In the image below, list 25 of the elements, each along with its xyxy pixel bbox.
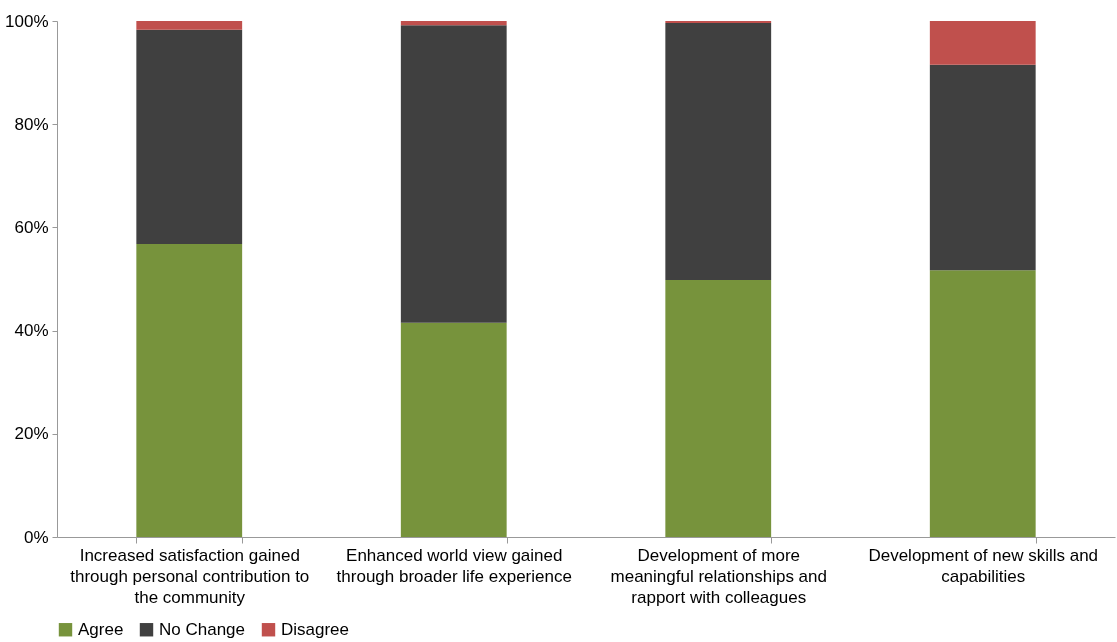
y-tick-label: 0% xyxy=(23,527,49,547)
bar xyxy=(929,21,1036,65)
bar xyxy=(665,280,772,537)
y-tick-label: 60% xyxy=(14,217,49,237)
bar xyxy=(400,322,507,537)
x-tick-label: Development of new skills and capabilities xyxy=(868,545,1099,586)
legend-label: Disagree xyxy=(281,619,350,639)
x-tick-label: Development of more meaningful relationships and rapport with colleagues xyxy=(610,545,827,607)
y-tick-label: 40% xyxy=(14,321,49,341)
bar xyxy=(665,21,772,24)
bar xyxy=(400,21,507,26)
x-tick-label: Increased satisfaction gained through personal contribution to the community xyxy=(70,545,310,607)
bar xyxy=(136,243,243,537)
bar xyxy=(929,64,1036,271)
x-tick-label: Enhanced world view gained through broader life experience xyxy=(336,545,572,586)
y-tick-label: 100% xyxy=(5,11,49,31)
legend-label: No Change xyxy=(159,619,246,639)
bar xyxy=(400,25,507,323)
bar xyxy=(665,23,772,281)
y-tick-label: 20% xyxy=(14,424,49,444)
legend-label: Agree xyxy=(78,619,124,639)
bar xyxy=(136,29,243,244)
y-tick-label: 80% xyxy=(14,114,49,134)
bar xyxy=(136,21,243,30)
bar xyxy=(929,270,1036,537)
